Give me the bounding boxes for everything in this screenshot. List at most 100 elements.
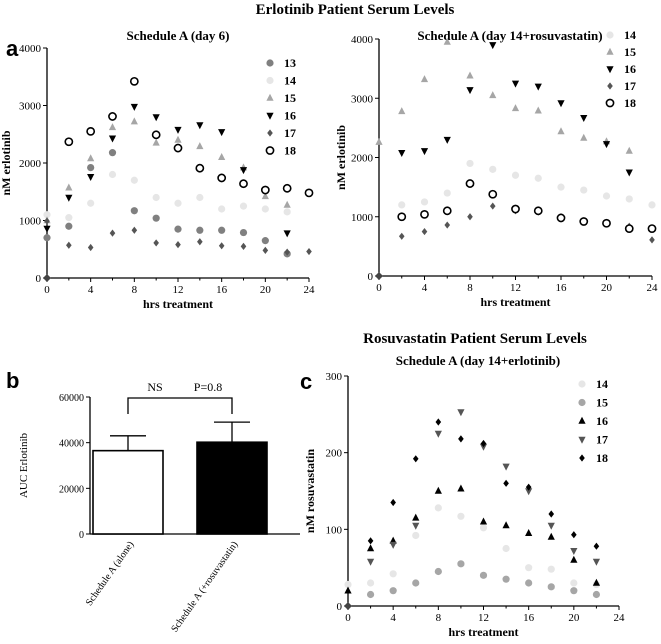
data-point-series-17 [434, 430, 442, 438]
annotation-p-value: P=0.8 [194, 380, 222, 394]
data-point-series-16 [434, 486, 442, 494]
data-point-series-14 [65, 214, 73, 222]
legend-marker-13 [266, 59, 274, 67]
data-point-series-15 [557, 127, 565, 135]
x-tick-label: 0 [44, 284, 50, 296]
x-tick-label: 0 [376, 282, 382, 294]
data-point-series-13 [108, 149, 117, 157]
data-point-series-15 [502, 575, 510, 583]
origin-marker [344, 602, 352, 610]
data-point-series-18 [173, 143, 183, 153]
data-point-series-14 [239, 202, 248, 210]
x-tick-label: 12 [510, 282, 521, 294]
panel-letter-a: a [6, 36, 19, 61]
data-point-series-18 [480, 439, 487, 448]
data-point-series-14 [580, 186, 588, 194]
y-tick-label: 60000 [59, 393, 84, 404]
data-point-series-14 [625, 195, 633, 203]
data-point-series-18 [239, 179, 248, 189]
data-point-series-15 [420, 75, 429, 83]
x-tick-label: 12 [173, 284, 184, 296]
data-point-series-14 [502, 544, 510, 553]
y-tick-label: 20000 [59, 484, 84, 495]
data-point-series-15 [534, 106, 542, 114]
data-point-series-17 [421, 227, 428, 236]
data-point-series-17 [284, 248, 290, 256]
data-point-series-17 [306, 247, 312, 256]
data-point-series-15 [570, 587, 578, 595]
data-point-series-15 [389, 587, 397, 595]
data-point-series-15 [366, 590, 375, 599]
data-point-series-15 [511, 104, 520, 112]
data-point-series-18 [260, 185, 270, 195]
data-point-series-16 [502, 521, 510, 529]
legend-label-18: 18 [624, 96, 636, 110]
category-label-2: Schedule A (+rosuvastatin) [169, 539, 240, 634]
data-point-series-15 [108, 123, 117, 131]
data-point-series-18 [390, 498, 396, 507]
x-axis-label: hrs treatment [448, 625, 518, 639]
legend-marker-14 [606, 31, 614, 39]
data-point-series-14 [479, 524, 488, 532]
data-point-series-16 [547, 532, 555, 540]
data-point-series-17 [525, 488, 533, 496]
data-point-series-14 [130, 176, 138, 184]
bar-1 [92, 449, 164, 535]
y-tick-label: 100 [326, 524, 343, 536]
data-point-series-14 [196, 193, 204, 202]
data-point-series-16 [412, 513, 420, 521]
legend-marker-18 [265, 146, 275, 155]
y-tick-label: 0 [79, 530, 84, 541]
data-point-series-15 [466, 71, 474, 79]
data-point-series-15 [174, 135, 182, 143]
data-point-series-18 [304, 188, 314, 198]
legend-label-15: 15 [624, 45, 636, 59]
x-tick-label: 20 [601, 282, 613, 294]
x-tick-label: 4 [390, 612, 396, 624]
chart-c-rosuvastatin: Schedule A (day 14+erlotinib) 0 100 200 300 0… [303, 353, 625, 639]
x-tick-label: 4 [88, 284, 94, 296]
data-point-series-15 [261, 192, 269, 200]
data-point-series-14 [557, 183, 565, 191]
data-point-series-18 [465, 179, 475, 188]
data-point-series-16 [557, 100, 565, 108]
data-point-series-13 [218, 226, 226, 234]
legend-label-18: 18 [596, 451, 608, 465]
data-point-series-14 [420, 198, 429, 206]
data-point-series-16 [525, 528, 533, 536]
origin-marker [375, 272, 383, 280]
data-point-series-16 [196, 122, 204, 130]
legend-marker-17 [267, 129, 273, 137]
legend-label-17: 17 [624, 79, 636, 93]
chart-a-left: Schedule A (day 6) 0 1000 2000 3000 4000 0 4 8 12… [0, 28, 315, 311]
data-point-series-18 [420, 209, 429, 219]
data-point-series-17 [109, 229, 116, 237]
y-tick-label: 2000 [351, 153, 374, 165]
data-point-series-14 [457, 512, 465, 520]
data-point-series-14 [43, 211, 51, 219]
y-axis-label: nM erlotinib [0, 130, 13, 195]
y-axis-label: nM rosuvastatin [303, 449, 317, 533]
origin-marker [43, 274, 51, 282]
data-point-series-13 [196, 226, 204, 234]
data-point-series-16 [283, 230, 291, 238]
data-point-series-18 [86, 126, 96, 136]
data-point-series-17 [412, 522, 420, 530]
data-point-series-14 [152, 193, 160, 202]
x-tick-label: 24 [304, 284, 316, 296]
data-point-series-13 [65, 222, 73, 230]
data-point-series-18 [503, 479, 509, 487]
data-point-series-18 [397, 212, 407, 222]
x-tick-label: 8 [132, 284, 138, 296]
data-point-series-18 [64, 137, 74, 147]
data-point-series-14 [283, 208, 291, 216]
data-point-series-13 [152, 214, 160, 222]
data-point-series-18 [556, 213, 566, 223]
data-point-series-15 [525, 579, 533, 587]
data-point-series-17 [240, 242, 247, 250]
data-point-series-14 [511, 171, 520, 179]
y-tick-label: 0 [36, 273, 42, 285]
annotation-ns: NS [147, 380, 162, 394]
x-tick-label: 24 [647, 282, 659, 294]
data-point-series-18 [579, 217, 589, 226]
